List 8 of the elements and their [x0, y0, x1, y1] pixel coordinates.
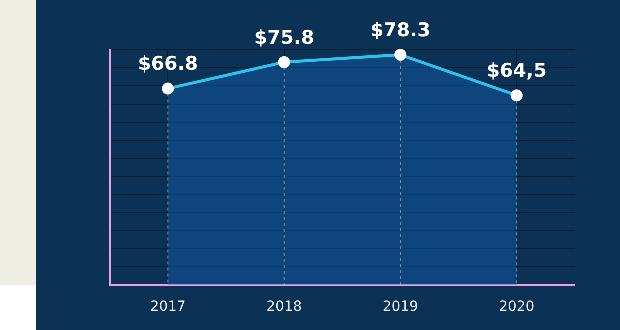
x-tick-label: 2020: [499, 299, 535, 316]
data-label: $78.3: [370, 19, 431, 42]
data-label: $64,5: [486, 60, 547, 82]
x-tick-label: 2019: [382, 299, 418, 316]
data-label: $66.8: [138, 53, 198, 76]
x-tick-label: 2017: [150, 299, 186, 316]
x-tick-label: 2018: [266, 299, 302, 316]
data-label: $75.8: [254, 26, 314, 49]
